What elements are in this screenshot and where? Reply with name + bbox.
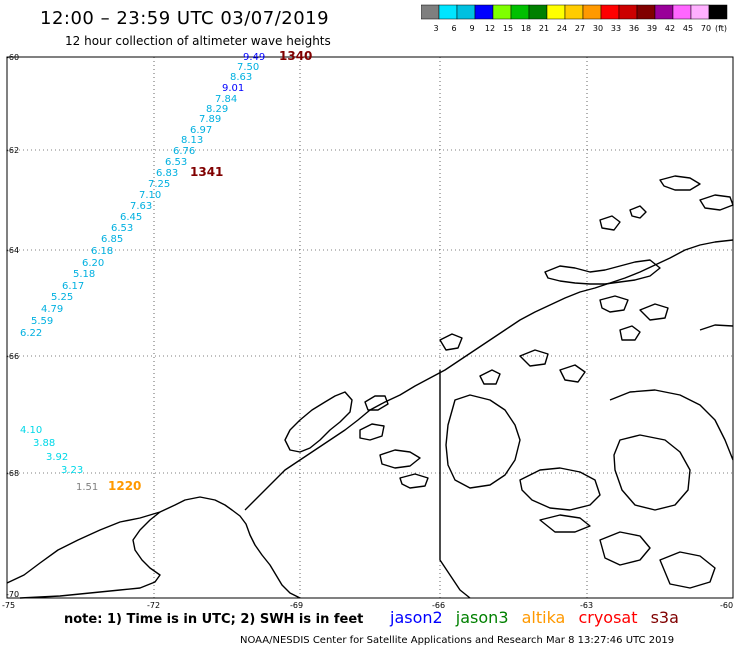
scale-label: 70: [701, 24, 711, 33]
lon-label: -63: [580, 601, 593, 610]
scale-label: 24: [557, 24, 567, 33]
wave-height-value: 6.17: [62, 281, 84, 292]
scale-label: 45: [683, 24, 693, 33]
scale-label: 3: [433, 24, 438, 33]
map-subtitle: 12 hour collection of altimeter wave hei…: [65, 34, 331, 48]
wave-height-value: 6.53: [165, 157, 187, 168]
scale-label: 12: [485, 24, 495, 33]
wave-height-values: 9.497.508.639.017.848.297.896.978.136.76…: [20, 52, 265, 493]
scale-label: 39: [647, 24, 657, 33]
wave-height-value: 6.97: [190, 125, 212, 136]
wave-height-value: 7.50: [237, 62, 259, 73]
pass-label-1220: 1220: [108, 479, 141, 493]
credit-line: NOAA/NESDIS Center for Satellite Applica…: [240, 635, 675, 646]
sat-jason2: jason2: [390, 608, 443, 627]
wave-height-value: 7.63: [130, 201, 152, 212]
coastline: [6, 175, 734, 599]
wave-height-value: 6.18: [91, 246, 113, 257]
lat-label: -70: [6, 590, 19, 599]
map-frame: [6, 56, 734, 599]
lat-label: -68: [6, 469, 19, 478]
scale-label: 36: [629, 24, 639, 33]
sat-s3a: s3a: [650, 608, 679, 627]
scale-label: 42: [665, 24, 675, 33]
wave-height-value: 6.53: [111, 223, 133, 234]
scale-label: 15: [503, 24, 513, 33]
wave-height-value: 6.45: [120, 212, 142, 223]
lon-label: -69: [290, 601, 303, 610]
scale-unit: (ft): [715, 24, 727, 33]
wave-height-value: 1.51: [76, 482, 98, 493]
wave-height-value: 4.10: [20, 425, 42, 436]
scale-label: 18: [521, 24, 531, 33]
scale-label: 6: [451, 24, 456, 33]
lon-label: -72: [147, 601, 160, 610]
wave-height-value: 8.29: [206, 104, 228, 115]
lat-label: -60: [6, 53, 19, 62]
scale-swatch: [708, 4, 728, 20]
lat-label: -62: [6, 146, 19, 155]
wave-height-value: 7.84: [215, 94, 237, 105]
map-title: 12:00 – 23:59 UTC 03/07/2019: [40, 8, 330, 29]
wave-height-value: 8.13: [181, 135, 203, 146]
wave-height-value: 7.25: [148, 179, 170, 190]
wave-height-value: 8.63: [230, 72, 252, 83]
sat-jason3: jason3: [455, 608, 509, 627]
wave-height-value: 9.49: [243, 52, 265, 63]
lon-label: -60: [720, 601, 733, 610]
pass-label-1341: 1341: [190, 165, 223, 179]
satellite-legend: jason2 jason3 altika cryosat s3a: [390, 608, 687, 627]
wave-height-value: 6.22: [20, 328, 42, 339]
longitude-labels: -75 -72 -69 -66 -63 -60: [2, 601, 733, 610]
latitude-labels: -60 -62 -64 -66 -68 -70: [6, 53, 19, 599]
pass-label-1340: 1340: [279, 49, 312, 63]
lat-label: -64: [6, 246, 19, 255]
wave-height-value: 3.88: [33, 438, 55, 449]
wave-height-value: 5.25: [51, 292, 73, 303]
lon-label: -75: [2, 601, 15, 610]
scale-label: 21: [539, 24, 549, 33]
wave-height-value: 5.59: [31, 316, 53, 327]
wave-height-value: 6.76: [173, 146, 195, 157]
wave-height-value: 7.10: [139, 190, 161, 201]
scale-label: 27: [575, 24, 585, 33]
sat-altika: altika: [521, 608, 566, 627]
sat-cryosat: cryosat: [578, 608, 638, 627]
lon-label: -66: [432, 601, 445, 610]
scale-label: 30: [593, 24, 603, 33]
lat-label: -66: [6, 352, 19, 361]
wave-height-color-scale: 3 6 9 12 15 18 21 24 27 30 33 36 39 42 45 70 (ft): [421, 4, 728, 33]
wave-height-value: 6.83: [156, 168, 178, 179]
wave-height-value: 6.85: [101, 234, 123, 245]
wave-height-value: 3.92: [46, 452, 68, 463]
wave-height-value: 5.18: [73, 269, 95, 280]
wave-height-value: 9.01: [222, 83, 244, 94]
wave-height-value: 3.23: [61, 465, 83, 476]
wave-height-value: 7.89: [199, 114, 221, 125]
graticule: [7, 57, 733, 598]
units-note: note: 1) Time is in UTC; 2) SWH is in fe…: [64, 612, 364, 627]
scale-label: 33: [611, 24, 621, 33]
scale-label: 9: [469, 24, 474, 33]
wave-height-value: 4.79: [41, 304, 63, 315]
wave-height-value: 6.20: [82, 258, 104, 269]
